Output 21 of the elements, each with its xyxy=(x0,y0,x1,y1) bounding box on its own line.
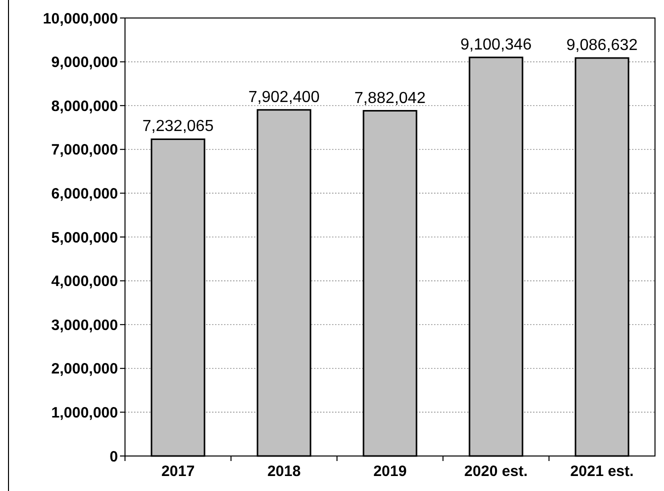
data-label: 7,882,042 xyxy=(354,90,426,107)
data-label: 9,086,632 xyxy=(566,37,638,54)
data-label: 7,902,400 xyxy=(248,88,320,106)
y-tick-label: 3,000,000 xyxy=(51,316,118,334)
x-tick-label: 2019 xyxy=(373,463,407,480)
y-tick-label: 8,000,000 xyxy=(51,98,118,115)
x-tick-label: 2017 xyxy=(161,463,195,480)
y-tick-label: 4,000,000 xyxy=(51,273,118,290)
data-label: 9,100,346 xyxy=(460,36,532,54)
x-tick-label: 2018 xyxy=(267,463,301,480)
y-tick-label: 6,000,000 xyxy=(51,185,118,202)
y-tick-label: 0 xyxy=(110,448,118,466)
y-tick-label: 1,000,000 xyxy=(51,404,118,422)
y-tick-label: 10,000,000 xyxy=(42,10,118,28)
y-tick-label: 5,000,000 xyxy=(51,229,118,246)
x-tick-label: 2021 est. xyxy=(570,463,634,480)
y-tick-label: 9,000,000 xyxy=(51,54,118,72)
x-tick-label: 2020 est. xyxy=(464,463,528,480)
y-tick-label: 2,000,000 xyxy=(51,360,118,378)
data-label: 7,232,065 xyxy=(142,118,214,136)
y-tick-label: 7,000,000 xyxy=(51,142,118,159)
